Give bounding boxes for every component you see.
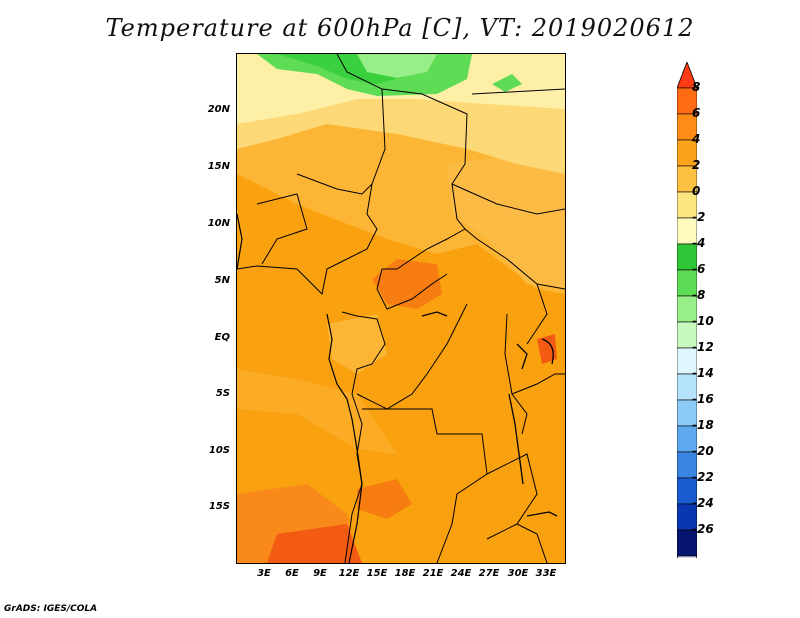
x-tick-label: 15E [366,568,388,579]
chart-title: Temperature at 600hPa [C], VT: 201902061… [105,14,695,42]
x-tick-label: 18E [394,568,416,579]
credit-text: GrADS: IGES/COLA [4,604,98,614]
colorbar-label: -24 [692,496,714,510]
colorbar-label: 6 [692,106,701,120]
colorbar-label: 8 [692,80,701,94]
field-band-minus8tominus6 [357,54,437,78]
x-tick-label: 30E [507,568,529,579]
x-tick-label: 24E [450,568,472,579]
field-hot-lakes [537,334,557,364]
colorbar-label: -14 [692,366,714,380]
colorbar-label: -20 [692,444,714,458]
y-tick-label: 20N [207,104,230,115]
colorbar-label: -22 [692,470,714,484]
field-band-southwest [237,369,397,454]
colorbar-label: -2 [692,210,706,224]
colorbar-label: 2 [692,158,701,172]
temperature-field [237,54,565,563]
country-borders [237,54,565,563]
y-tick-label: 10S [208,445,230,456]
map-panel [236,53,566,564]
x-tick-label: 12E [338,568,360,579]
coastline [237,213,363,563]
x-tick-label: 9E [313,568,327,579]
colorbar-label: -18 [692,418,714,432]
y-tick-label: 15N [207,161,230,172]
x-tick-label: 3E [257,568,271,579]
colorbar-label: 0 [692,184,701,198]
field-hot-south [267,524,362,563]
field-green-patch-east [492,74,522,92]
x-tick-label: 33E [535,568,557,579]
field-warm-patch-car [372,259,442,309]
colorbar-label: -4 [692,236,706,250]
field-band-0to2-east [447,149,565,289]
field-warm-patch-angola [357,479,412,519]
x-tick-label: 6E [285,568,299,579]
field-band-congo-coast [327,314,387,374]
colorbar-label: -8 [692,288,706,302]
y-tick-label: EQ [214,332,230,343]
colorbar-label: 4 [692,132,701,146]
y-tick-label: 5S [215,388,230,399]
y-tick-label: 5N [214,275,230,286]
y-tick-label: 10N [207,218,230,229]
colorbar-label: -12 [692,340,714,354]
x-tick-label: 27E [478,568,500,579]
lakes [421,311,558,517]
colorbar-label: -16 [692,392,714,406]
colorbar-label: -6 [692,262,706,276]
colorbar [677,62,697,558]
colorbar-label: -26 [692,522,714,536]
colorbar-label: -10 [692,314,714,328]
colorbar-bottom-arrow [677,555,697,558]
y-tick-label: 15S [208,501,230,512]
x-tick-label: 21E [422,568,444,579]
